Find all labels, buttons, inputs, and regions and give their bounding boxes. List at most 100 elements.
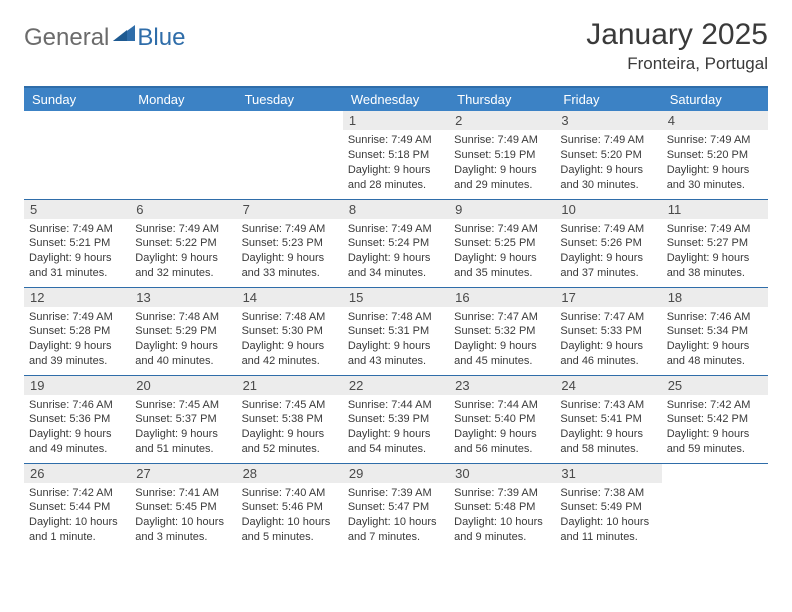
sunrise-text: Sunrise: 7:49 AM	[29, 222, 125, 237]
sunrise-text: Sunrise: 7:49 AM	[667, 222, 763, 237]
day-info: Sunrise: 7:48 AMSunset: 5:31 PMDaylight:…	[348, 310, 444, 369]
daylight-text: Daylight: 9 hours and 49 minutes.	[29, 427, 125, 457]
daylight-text: Daylight: 9 hours and 46 minutes.	[560, 339, 656, 369]
weekday-header: Tuesday	[237, 87, 343, 111]
day-info: Sunrise: 7:49 AMSunset: 5:21 PMDaylight:…	[29, 222, 125, 281]
daylight-text: Daylight: 10 hours and 5 minutes.	[242, 515, 338, 545]
calendar-cell	[24, 111, 130, 199]
daylight-text: Daylight: 9 hours and 58 minutes.	[560, 427, 656, 457]
sunset-text: Sunset: 5:46 PM	[242, 500, 338, 515]
day-info: Sunrise: 7:49 AMSunset: 5:28 PMDaylight:…	[29, 310, 125, 369]
day-info: Sunrise: 7:49 AMSunset: 5:22 PMDaylight:…	[135, 222, 231, 281]
sunrise-text: Sunrise: 7:39 AM	[454, 486, 550, 501]
sunrise-text: Sunrise: 7:49 AM	[560, 133, 656, 148]
daylight-text: Daylight: 10 hours and 1 minute.	[29, 515, 125, 545]
day-info: Sunrise: 7:46 AMSunset: 5:36 PMDaylight:…	[29, 398, 125, 457]
day-info: Sunrise: 7:43 AMSunset: 5:41 PMDaylight:…	[560, 398, 656, 457]
daylight-text: Daylight: 10 hours and 7 minutes.	[348, 515, 444, 545]
calendar-cell: 20 Sunrise: 7:45 AMSunset: 5:37 PMDayligh…	[130, 375, 236, 463]
calendar-cell: 18 Sunrise: 7:46 AMSunset: 5:34 PMDayligh…	[662, 287, 768, 375]
sunset-text: Sunset: 5:37 PM	[135, 412, 231, 427]
sunrise-text: Sunrise: 7:49 AM	[348, 222, 444, 237]
sunset-text: Sunset: 5:21 PM	[29, 236, 125, 251]
daylight-text: Daylight: 9 hours and 38 minutes.	[667, 251, 763, 281]
sunrise-text: Sunrise: 7:47 AM	[454, 310, 550, 325]
day-number: 21	[237, 376, 343, 395]
sunset-text: Sunset: 5:32 PM	[454, 324, 550, 339]
daylight-text: Daylight: 9 hours and 40 minutes.	[135, 339, 231, 369]
daylight-text: Daylight: 9 hours and 32 minutes.	[135, 251, 231, 281]
day-number: 5	[24, 200, 130, 219]
day-number: 24	[555, 376, 661, 395]
calendar-cell: 3Sunrise: 7:49 AMSunset: 5:20 PMDaylight…	[555, 111, 661, 199]
day-info: Sunrise: 7:48 AMSunset: 5:29 PMDaylight:…	[135, 310, 231, 369]
calendar-cell: 10Sunrise: 7:49 AMSunset: 5:26 PMDayligh…	[555, 199, 661, 287]
sunset-text: Sunset: 5:29 PM	[135, 324, 231, 339]
calendar-cell	[237, 111, 343, 199]
sunset-text: Sunset: 5:20 PM	[667, 148, 763, 163]
day-number: 20	[130, 376, 236, 395]
location-label: Fronteira, Portugal	[586, 54, 768, 74]
weekday-header: Wednesday	[343, 87, 449, 111]
day-info: Sunrise: 7:45 AMSunset: 5:37 PMDaylight:…	[135, 398, 231, 457]
day-number: 11	[662, 200, 768, 219]
day-info: Sunrise: 7:42 AMSunset: 5:42 PMDaylight:…	[667, 398, 763, 457]
sunrise-text: Sunrise: 7:49 AM	[667, 133, 763, 148]
sunset-text: Sunset: 5:38 PM	[242, 412, 338, 427]
daylight-text: Daylight: 9 hours and 54 minutes.	[348, 427, 444, 457]
calendar-cell: 21 Sunrise: 7:45 AMSunset: 5:38 PMDayligh…	[237, 375, 343, 463]
calendar-cell: 30Sunrise: 7:39 AMSunset: 5:48 PMDayligh…	[449, 463, 555, 551]
calendar-row: 12 Sunrise: 7:49 AMSunset: 5:28 PMDayligh…	[24, 287, 768, 375]
daylight-text: Daylight: 9 hours and 33 minutes.	[242, 251, 338, 281]
sunrise-text: Sunrise: 7:41 AM	[135, 486, 231, 501]
day-number: 13	[130, 288, 236, 307]
logo-text-general: General	[24, 24, 109, 52]
sunset-text: Sunset: 5:42 PM	[667, 412, 763, 427]
sunset-text: Sunset: 5:39 PM	[348, 412, 444, 427]
calendar-cell: 15Sunrise: 7:48 AMSunset: 5:31 PMDayligh…	[343, 287, 449, 375]
calendar-cell: 13 Sunrise: 7:48 AMSunset: 5:29 PMDayligh…	[130, 287, 236, 375]
calendar-cell: 7Sunrise: 7:49 AMSunset: 5:23 PMDaylight…	[237, 199, 343, 287]
sunrise-text: Sunrise: 7:46 AM	[667, 310, 763, 325]
day-info: Sunrise: 7:45 AMSunset: 5:38 PMDaylight:…	[242, 398, 338, 457]
day-info: Sunrise: 7:49 AMSunset: 5:19 PMDaylight:…	[454, 133, 550, 192]
calendar-cell: 11Sunrise: 7:49 AMSunset: 5:27 PMDayligh…	[662, 199, 768, 287]
daylight-text: Daylight: 9 hours and 52 minutes.	[242, 427, 338, 457]
daylight-text: Daylight: 9 hours and 45 minutes.	[454, 339, 550, 369]
day-info: Sunrise: 7:49 AMSunset: 5:18 PMDaylight:…	[348, 133, 444, 192]
weekday-header-row: Sunday Monday Tuesday Wednesday Thursday…	[24, 87, 768, 111]
calendar-cell: 24 Sunrise: 7:43 AMSunset: 5:41 PMDayligh…	[555, 375, 661, 463]
sunset-text: Sunset: 5:44 PM	[29, 500, 125, 515]
day-number: 18	[662, 288, 768, 307]
logo-text-blue: Blue	[137, 24, 185, 52]
sunrise-text: Sunrise: 7:40 AM	[242, 486, 338, 501]
day-info: Sunrise: 7:49 AMSunset: 5:23 PMDaylight:…	[242, 222, 338, 281]
weekday-header: Saturday	[662, 87, 768, 111]
day-info: Sunrise: 7:44 AMSunset: 5:40 PMDaylight:…	[454, 398, 550, 457]
daylight-text: Daylight: 10 hours and 9 minutes.	[454, 515, 550, 545]
day-info: Sunrise: 7:39 AMSunset: 5:48 PMDaylight:…	[454, 486, 550, 545]
sunrise-text: Sunrise: 7:39 AM	[348, 486, 444, 501]
sunset-text: Sunset: 5:26 PM	[560, 236, 656, 251]
day-info: Sunrise: 7:40 AMSunset: 5:46 PMDaylight:…	[242, 486, 338, 545]
calendar-cell: 17Sunrise: 7:47 AMSunset: 5:33 PMDayligh…	[555, 287, 661, 375]
day-info: Sunrise: 7:46 AMSunset: 5:34 PMDaylight:…	[667, 310, 763, 369]
day-number: 2	[449, 111, 555, 130]
sunset-text: Sunset: 5:19 PM	[454, 148, 550, 163]
sunrise-text: Sunrise: 7:42 AM	[29, 486, 125, 501]
sunrise-text: Sunrise: 7:49 AM	[560, 222, 656, 237]
day-number: 4	[662, 111, 768, 130]
day-number: 31	[555, 464, 661, 483]
calendar-cell: 25Sunrise: 7:42 AMSunset: 5:42 PMDayligh…	[662, 375, 768, 463]
day-number: 10	[555, 200, 661, 219]
daylight-text: Daylight: 9 hours and 51 minutes.	[135, 427, 231, 457]
daylight-text: Daylight: 9 hours and 43 minutes.	[348, 339, 444, 369]
day-number: 12	[24, 288, 130, 307]
calendar-row: 26Sunrise: 7:42 AMSunset: 5:44 PMDayligh…	[24, 463, 768, 551]
daylight-text: Daylight: 9 hours and 28 minutes.	[348, 163, 444, 193]
logo: General Blue	[24, 24, 185, 52]
daylight-text: Daylight: 10 hours and 11 minutes.	[560, 515, 656, 545]
sunset-text: Sunset: 5:33 PM	[560, 324, 656, 339]
daylight-text: Daylight: 9 hours and 48 minutes.	[667, 339, 763, 369]
daylight-text: Daylight: 9 hours and 30 minutes.	[560, 163, 656, 193]
